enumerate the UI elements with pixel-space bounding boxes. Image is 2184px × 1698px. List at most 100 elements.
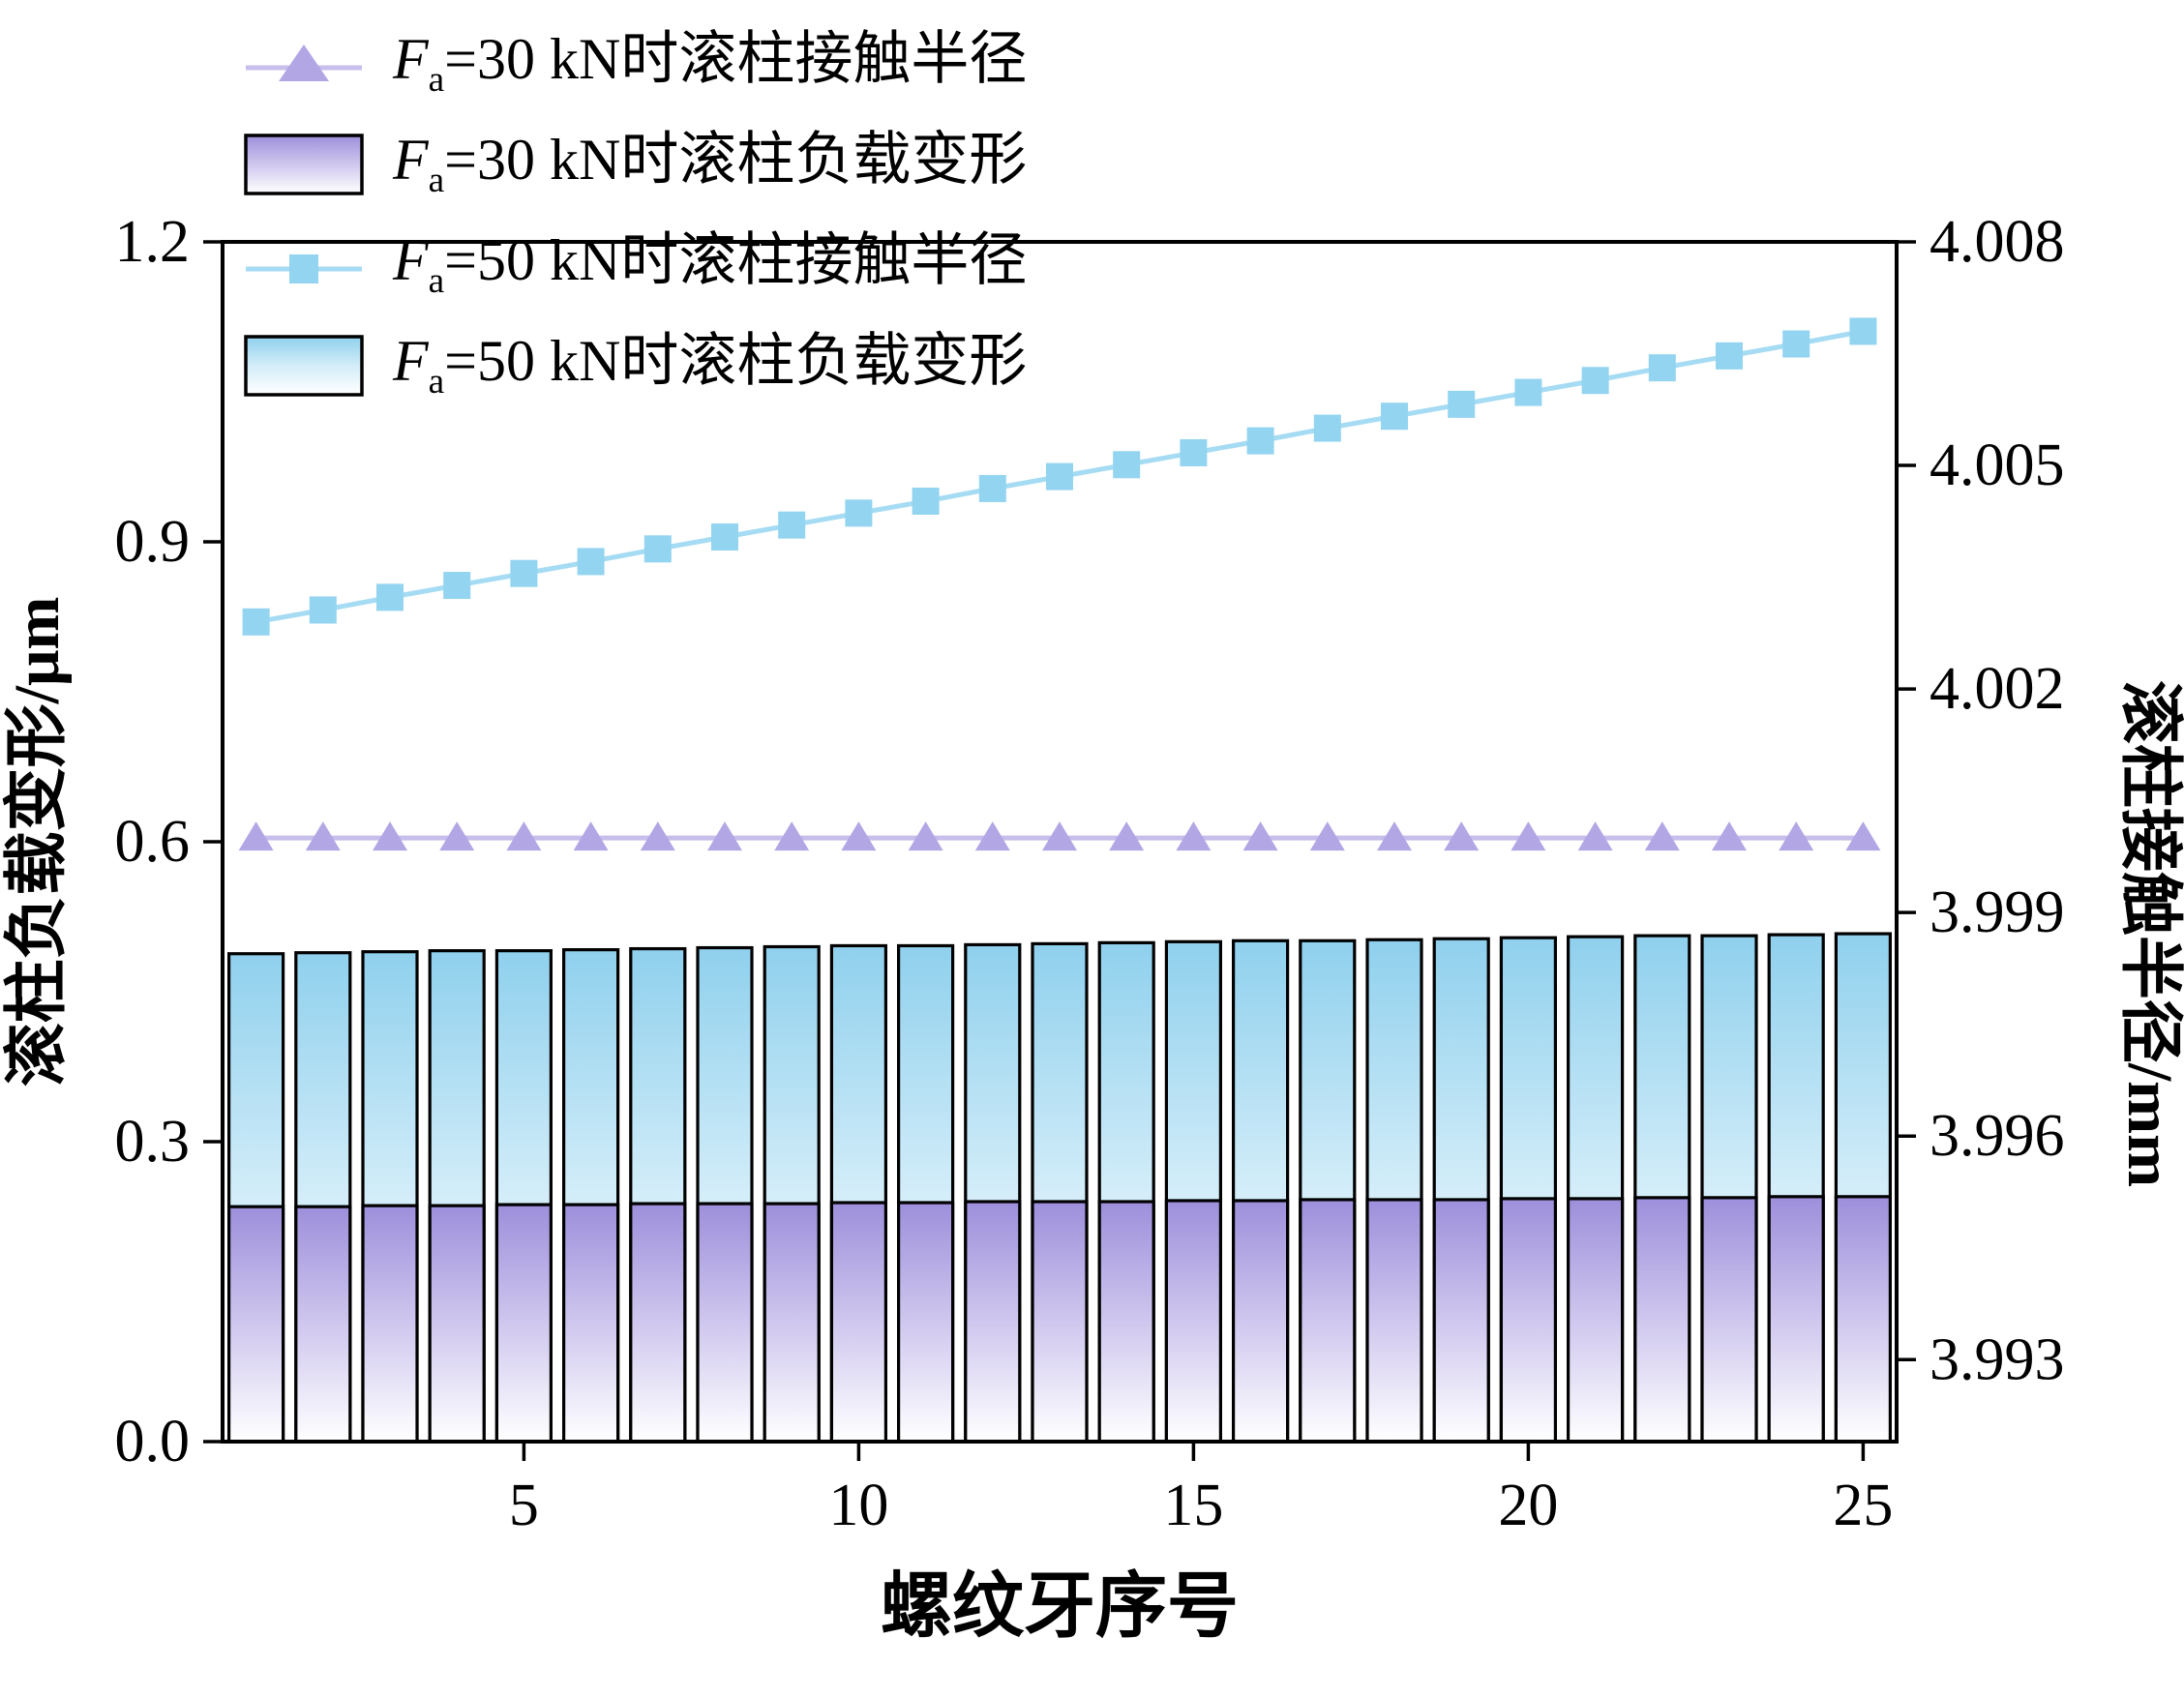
square-marker — [1782, 330, 1810, 358]
triangle-marker — [640, 821, 675, 851]
triangle-marker — [841, 821, 877, 851]
square-marker — [778, 511, 806, 539]
y-right-axis-title: 滚柱接触半径/mm — [2114, 680, 2184, 1187]
legend-label-text: =50 kN时滚柱接触半径 — [444, 227, 1028, 292]
triangle-marker — [974, 821, 1010, 851]
legend-symbol-f: F — [393, 328, 429, 393]
bar-30kn-1 — [227, 1205, 285, 1444]
triangle-marker — [373, 821, 407, 851]
square-marker — [1514, 378, 1542, 406]
y-left-tick-label: 0.3 — [115, 1109, 191, 1175]
x-tick-label: 5 — [509, 1473, 539, 1538]
legend-symbol-f: F — [393, 227, 429, 292]
legend-label: Fa=30 kN时滚柱接触半径 — [393, 30, 1027, 98]
triangle-marker — [1042, 821, 1077, 851]
y-left-axis-title: 滚柱负载变形/μm — [2, 597, 73, 1087]
square-marker — [1113, 451, 1141, 479]
y-right-tick-label: 3.993 — [1930, 1326, 2065, 1392]
triangle-marker — [1377, 821, 1412, 851]
triangle-marker — [774, 821, 810, 851]
x-axis-title: 螺纹牙序号 — [881, 1567, 1239, 1647]
square-line-icon — [246, 254, 362, 283]
triangle-marker — [439, 821, 475, 851]
triangle-marker — [1242, 821, 1278, 851]
square-marker — [1648, 354, 1676, 382]
bar-30kn-23 — [1700, 1196, 1758, 1444]
x-tick-label: 15 — [1163, 1473, 1223, 1538]
triangle-marker — [1712, 821, 1747, 851]
bar-30kn-18 — [1365, 1198, 1423, 1444]
legend-item-30kn-deformation: Fa=30 kN时滚柱负载变形 — [242, 114, 1027, 215]
legend-item-50kn-radius: Fa=50 kN时滚柱接触半径 — [242, 215, 1027, 315]
y-left-tick-label: 0.6 — [115, 809, 191, 875]
bar-30kn-9 — [763, 1202, 821, 1444]
bar-30kn-16 — [1231, 1199, 1290, 1444]
legend-label-text: =50 kN时滚柱负载变形 — [444, 328, 1028, 393]
legend-label-text: =30 kN时滚柱接触半径 — [444, 26, 1028, 91]
bar-30kn-13 — [1031, 1200, 1089, 1444]
square-marker — [1246, 427, 1274, 455]
triangle-marker — [506, 821, 542, 851]
y-right-tick-label: 4.002 — [1930, 656, 2065, 722]
square-marker — [242, 608, 270, 636]
bar-30kn-25 — [1834, 1195, 1893, 1444]
triangle-marker — [1779, 821, 1814, 851]
bar-30kn-15 — [1164, 1199, 1223, 1444]
square-marker — [1180, 438, 1208, 466]
square-marker — [1381, 402, 1408, 431]
purple-gradient-swatch-icon — [244, 134, 364, 195]
triangle-marker — [1176, 821, 1212, 851]
square-marker — [711, 522, 738, 551]
square-marker — [510, 559, 538, 587]
legend-item-30kn-radius: Fa=30 kN时滚柱接触半径 — [242, 14, 1027, 114]
bar-30kn-11 — [896, 1201, 955, 1444]
square-marker — [1849, 317, 1877, 345]
x-tick-label: 20 — [1498, 1473, 1558, 1538]
triangle-line-icon — [246, 45, 362, 81]
square-marker — [443, 572, 471, 600]
square-marker — [978, 474, 1006, 502]
bar-30kn-3 — [361, 1204, 419, 1444]
legend-label-text: =30 kN时滚柱负载变形 — [444, 127, 1028, 192]
bar-30kn-5 — [494, 1203, 553, 1444]
bar-30kn-4 — [428, 1204, 486, 1444]
bar-30kn-10 — [829, 1201, 888, 1444]
square-marker — [1313, 414, 1341, 442]
triangle-marker — [1309, 821, 1345, 851]
square-marker — [845, 499, 873, 527]
legend-symbol-sub: a — [428, 160, 445, 200]
square-marker — [643, 535, 672, 563]
triangle-marker — [1444, 821, 1480, 851]
triangle-marker — [305, 821, 341, 851]
bar-30kn-2 — [294, 1205, 352, 1444]
bar-30kn-8 — [696, 1202, 754, 1444]
square-marker — [577, 548, 605, 576]
bars-layer — [227, 932, 1893, 1444]
x-tick-label: 10 — [828, 1473, 888, 1538]
bar-30kn-17 — [1299, 1198, 1357, 1444]
bar-30kn-14 — [1097, 1200, 1155, 1444]
square-marker — [309, 596, 337, 624]
legend-symbol-sub: a — [428, 59, 445, 100]
triangle-marker — [1644, 821, 1680, 851]
square-marker — [1046, 462, 1073, 491]
legend-label: Fa=50 kN时滚柱负载变形 — [393, 332, 1027, 400]
triangle-marker — [908, 821, 943, 851]
y-left-tick-label: 0.0 — [115, 1409, 191, 1475]
bar-30kn-21 — [1566, 1197, 1625, 1444]
y-right-tick-label: 4.008 — [1930, 209, 2065, 275]
bar-30kn-7 — [629, 1202, 687, 1444]
y-left-tick-label: 0.9 — [115, 509, 191, 575]
bar-30kn-24 — [1767, 1195, 1825, 1444]
y-right-tick-label: 3.996 — [1930, 1103, 2065, 1169]
legend-symbol-f: F — [393, 127, 429, 192]
square-marker — [912, 488, 940, 516]
legend-symbol-sub: a — [428, 260, 445, 301]
y-left-tick-label: 1.2 — [115, 209, 191, 275]
y-right-tick-label: 4.005 — [1930, 432, 2065, 498]
legend-symbol-f: F — [393, 26, 429, 91]
square-marker — [1581, 367, 1609, 395]
triangle-marker — [707, 821, 742, 851]
